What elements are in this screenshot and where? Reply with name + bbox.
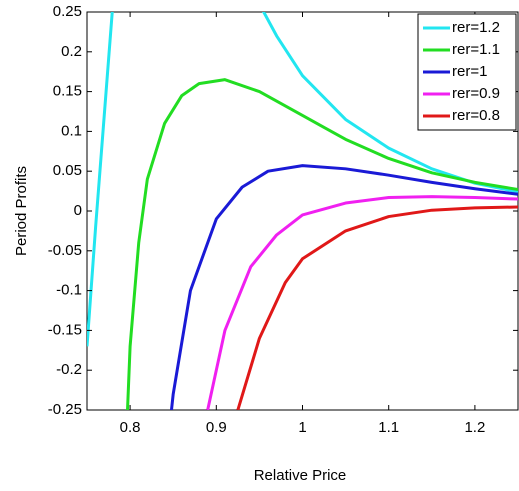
y-tick-label: 0.25	[53, 3, 82, 20]
x-tick-label: 1.2	[464, 419, 485, 436]
legend-label: rer=1	[452, 63, 487, 80]
y-tick-label: -0.2	[56, 361, 82, 378]
lines	[87, 12, 518, 410]
y-axis-label: Period Profits	[13, 166, 30, 256]
x-tick-label: 1.1	[378, 419, 399, 436]
legend-label: rer=1.1	[452, 41, 500, 58]
x-tick-label: 0.8	[120, 419, 141, 436]
legend-label: rer=0.8	[452, 107, 500, 124]
y-tick-label: -0.1	[56, 282, 82, 299]
y-tick-label: -0.25	[48, 401, 82, 418]
series-line	[169, 164, 518, 410]
x-tick-label: 0.9	[206, 419, 227, 436]
legend-label: rer=0.9	[452, 85, 500, 102]
series-line	[126, 78, 518, 410]
x-axis-label: Relative Price	[254, 467, 347, 484]
y-tick-label: 0.05	[53, 162, 82, 179]
legend-label: rer=1.2	[452, 19, 500, 36]
y-tick-label: 0.2	[61, 43, 82, 60]
y-tick-label: -0.15	[48, 321, 82, 338]
x-tick-label: 1	[298, 419, 306, 436]
y-tick-label: 0.15	[53, 83, 82, 100]
y-tick-label: 0.1	[61, 122, 82, 139]
series-line	[236, 205, 518, 410]
series-line	[206, 195, 518, 410]
y-tick-label: 0	[74, 202, 82, 219]
y-tick-label: -0.05	[48, 242, 82, 259]
